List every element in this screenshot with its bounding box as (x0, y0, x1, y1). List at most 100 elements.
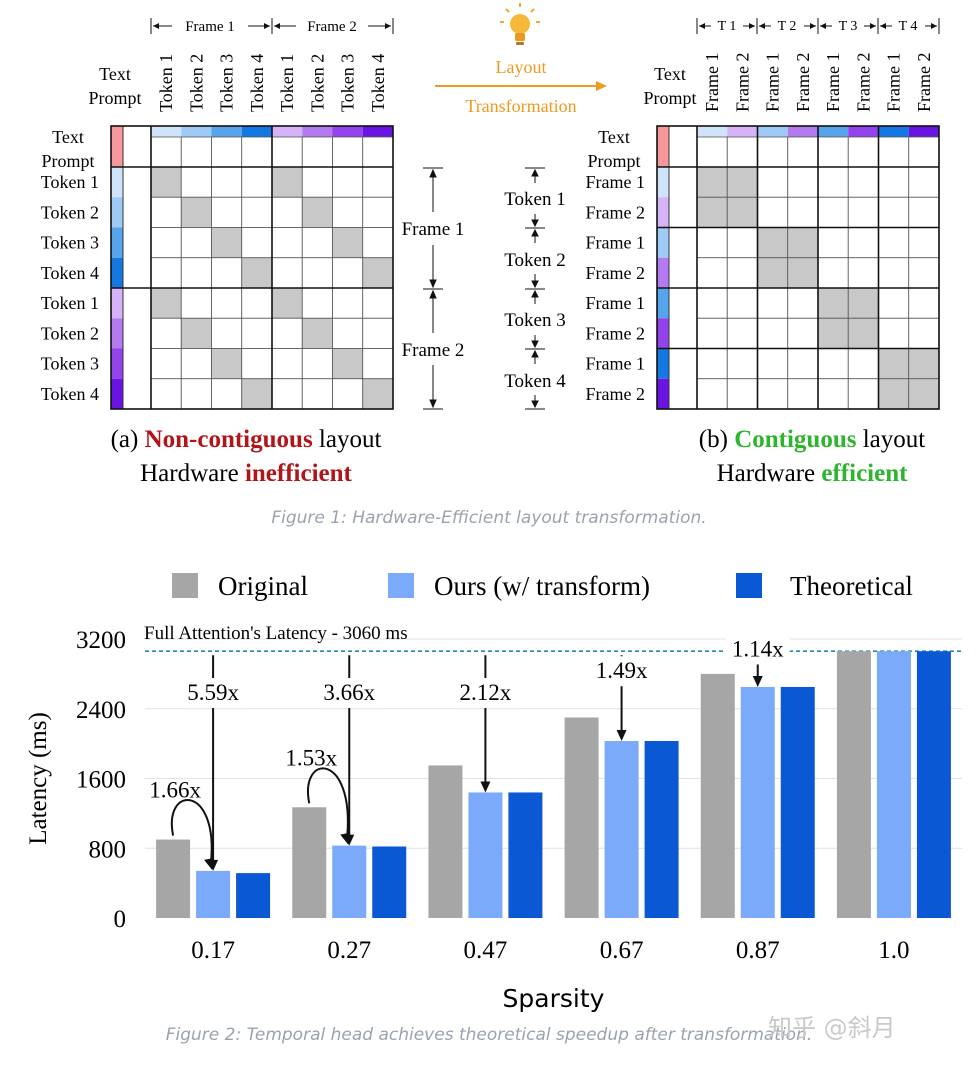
right-col-label: Frame 2 (914, 53, 934, 112)
speedup-label: 5.59x (187, 680, 239, 705)
legend-label: Theoretical (790, 571, 913, 601)
attention-cell-active (757, 227, 789, 259)
prompt-corner-color (111, 126, 123, 137)
attention-cell (332, 196, 364, 228)
right-col-label: Frame 2 (732, 53, 752, 112)
right-caption-line2: Hardware efficient (717, 460, 909, 487)
attention-cell-active (332, 227, 364, 259)
middle-token-brackets (525, 167, 545, 410)
attention-cell (362, 287, 394, 319)
attention-cell (847, 196, 879, 228)
right-caption-line1: (b) Contiguous layout (699, 426, 925, 453)
column-color-strip (332, 126, 363, 137)
attention-cell (150, 317, 182, 349)
left-caption-line1: (a) Non-contiguous layout (111, 426, 382, 453)
attention-cell (757, 287, 789, 319)
left-col-label: Token 2 (307, 54, 327, 112)
speedup-curve-arrow (170, 799, 213, 862)
row-color-strip (111, 348, 123, 379)
column-color-strip (241, 126, 272, 137)
attention-cell (180, 257, 212, 289)
left-frame-header: Frame 1 Frame 2 (150, 18, 394, 35)
attention-cell (150, 196, 182, 228)
bar-theoretical (780, 686, 815, 918)
attention-cell (180, 166, 212, 198)
row-color-strip (111, 257, 123, 288)
attention-cell (787, 348, 819, 380)
attention-cell (301, 378, 333, 410)
right-top-prompt: Prompt (643, 88, 696, 108)
left-col-label: Token 4 (368, 54, 388, 112)
right-row-label: Frame 1 (586, 354, 645, 374)
speedup-label: 1.53x (285, 745, 337, 770)
speedup-label-bg (181, 678, 246, 709)
right-t-header-2: T 2 (778, 19, 797, 34)
column-color-strip (818, 126, 849, 137)
left-row-prompt: Prompt (41, 151, 94, 171)
speedup-label-bg (453, 678, 518, 709)
right-row-label: Frame 2 (586, 263, 645, 283)
left-col-label: Token 1 (156, 54, 176, 112)
attention-cell-active (878, 378, 910, 410)
watermark: 知乎 @斜月 (768, 1014, 896, 1042)
left-row-labels: Token 1 Token 2 Token 3 Token 4 Token 1 Token… (41, 172, 99, 404)
bar-ours (196, 870, 231, 918)
x-tick-label: 0.67 (600, 937, 644, 964)
attention-cell (241, 317, 273, 349)
chart-axes: 0 800 1600 2400 3200 Latency (ms) Sparsity 0.17… (25, 627, 910, 1013)
attention-cell (726, 287, 758, 319)
attention-cell (362, 317, 394, 349)
attention-cell (757, 378, 789, 410)
right-row-label: Frame 2 (586, 202, 645, 222)
attention-cell (726, 317, 758, 349)
right-t-header-3: T 3 (839, 19, 858, 34)
attention-cell (150, 257, 182, 289)
left-col-label: Token 2 (186, 54, 206, 112)
attention-cell (332, 257, 364, 289)
figure-2-caption: Figure 2: Temporal head achieves theoret… (165, 1025, 813, 1045)
row-color-strip (111, 167, 123, 198)
x-tick-label: 0.27 (327, 937, 371, 964)
column-color-strip (362, 126, 393, 137)
attention-cell (696, 257, 728, 289)
row-color-strip (111, 288, 123, 319)
attention-cell (301, 257, 333, 289)
right-column-labels: Frame 1 Frame 2 Frame 1 Frame 2 Frame 1 Frame… (702, 53, 934, 112)
bar-ours (332, 845, 367, 918)
legend-swatch (172, 573, 198, 598)
bar-ours (604, 741, 639, 918)
right-row-label: Frame 2 (586, 323, 645, 343)
attention-cell (211, 166, 243, 198)
right-col-label: Frame 1 (884, 53, 904, 112)
speedup-label-bg (317, 678, 382, 709)
row-color-strip (111, 318, 123, 349)
attention-cell-active (332, 348, 364, 380)
row-color-strip (657, 348, 669, 379)
column-color-strip (697, 126, 728, 137)
left-col-label: Token 3 (338, 54, 358, 112)
right-t-header-1: T 1 (718, 19, 737, 34)
right-top-text: Text (654, 64, 686, 84)
row-color-strip (657, 227, 669, 258)
row-color-strip (111, 227, 123, 258)
reference-line-label: Full Attention's Latency - 3060 ms (144, 623, 408, 644)
attention-cell-active (908, 378, 940, 410)
attention-cell-active (271, 166, 303, 198)
attention-cell (332, 287, 364, 319)
attention-cell (271, 317, 303, 349)
right-col-label: Frame 2 (853, 53, 873, 112)
attention-cell (908, 257, 940, 289)
attention-cell-active (211, 348, 243, 380)
right-row-label: Frame 1 (586, 172, 645, 192)
attention-cell (241, 287, 273, 319)
left-frame-header-1: Frame 1 (185, 19, 235, 35)
attention-cell (787, 287, 819, 319)
column-color-strip (787, 126, 818, 137)
attention-cell (211, 257, 243, 289)
attention-cell (878, 166, 910, 198)
attention-cell-active (696, 196, 728, 228)
attention-cell (908, 166, 940, 198)
attention-cell (332, 378, 364, 410)
left-row-label: Token 1 (41, 172, 99, 192)
attention-cell-active (726, 166, 758, 198)
